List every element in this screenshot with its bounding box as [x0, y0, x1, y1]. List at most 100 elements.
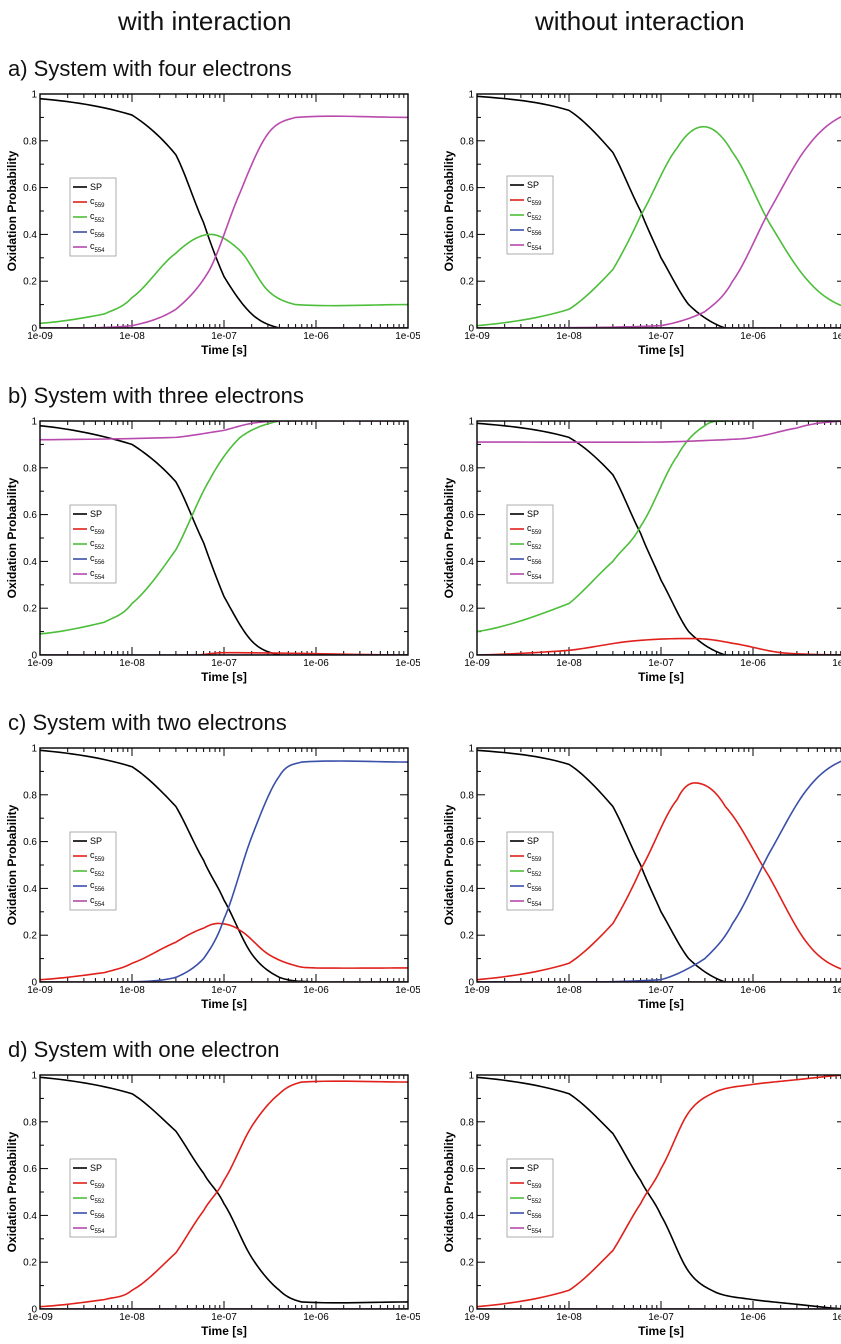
- series-line-SP: [40, 1076, 408, 1304]
- x-tick-label: 1e-08: [556, 1312, 582, 1323]
- y-tick-label: 0.2: [460, 277, 474, 288]
- y-axis-label: Oxidation Probability: [442, 804, 456, 925]
- legend-label-c554: c554: [90, 241, 105, 254]
- y-tick-label: 0.6: [460, 183, 474, 194]
- legend-label-c559: c559: [527, 850, 542, 863]
- x-tick-label: 1e-06: [303, 331, 329, 342]
- y-tick-label: 0.8: [23, 463, 37, 474]
- legend-label-SP: SP: [90, 1163, 102, 1173]
- x-tick-label: 1e-09: [27, 985, 53, 996]
- legend-label-c556: c556: [527, 1207, 542, 1220]
- legend-label-c554: c554: [527, 1222, 542, 1235]
- x-axis-label: Time [s]: [201, 997, 247, 1011]
- chart-panel-1: 1e-09 1e-08 1e-07 1e-06 1e-05 0 0.2 0.4 0.6 0.8 1 T…: [437, 88, 841, 358]
- y-axis-label: Oxidation Probability: [442, 1131, 456, 1252]
- plot-frame: [476, 1074, 841, 1310]
- x-tick-label: 1e-05: [832, 985, 841, 996]
- x-tick-label: 1e-09: [27, 1312, 53, 1323]
- x-tick-label: 1e-05: [832, 1312, 841, 1323]
- y-tick-label: 0.2: [460, 604, 474, 615]
- chart-svg: 1e-09 1e-08 1e-07 1e-06 1e-05 0 0.2 0.4 0.6 0.8 1 T…: [442, 1071, 841, 1338]
- legend: SP c559 c552 c556 c554: [506, 831, 554, 911]
- x-tick-label: 1e-08: [119, 985, 145, 996]
- x-tick-label: 1e-05: [832, 658, 841, 669]
- row-title-a: a) System with four electrons: [8, 56, 292, 81]
- x-axis-label: Time [s]: [638, 670, 684, 684]
- y-tick-label: 0.2: [23, 1258, 37, 1269]
- y-tick-label: 0.4: [23, 557, 37, 568]
- chart-panel-7: 1e-09 1e-08 1e-07 1e-06 1e-05 0 0.2 0.4 0.6 0.8 1 T…: [437, 1069, 841, 1339]
- y-tick-label: 0.6: [460, 837, 474, 848]
- plot-frame: [39, 420, 409, 656]
- legend: SP c559 c552 c556 c554: [506, 504, 554, 584]
- x-tick-label: 1e-09: [27, 331, 53, 342]
- y-axis-label: Oxidation Probability: [5, 477, 19, 598]
- legend-label-c559: c559: [90, 1177, 105, 1190]
- series-line-c552: [40, 421, 408, 635]
- series-line-c552: [477, 125, 841, 327]
- legend-label-SP: SP: [527, 836, 539, 846]
- y-tick-label: 0.6: [23, 837, 37, 848]
- series-line-c554: [477, 115, 841, 328]
- y-tick-label: 0: [468, 324, 474, 335]
- y-tick-label: 0: [468, 978, 474, 989]
- x-tick-label: 1e-07: [211, 658, 237, 669]
- legend-label-c559: c559: [527, 523, 542, 536]
- legend-label-c554: c554: [90, 568, 105, 581]
- chart-panel-5: 1e-09 1e-08 1e-07 1e-06 1e-05 0 0.2 0.4 0.6 0.8 1 T…: [437, 742, 841, 1012]
- x-axis-label: Time [s]: [638, 997, 684, 1011]
- y-tick-label: 0: [468, 1305, 474, 1316]
- x-tick-label: 1e-07: [648, 985, 674, 996]
- series-line-c559: [477, 637, 841, 655]
- legend: SP c559 c552 c556 c554: [69, 177, 117, 257]
- y-axis-label: Oxidation Probability: [5, 1131, 19, 1252]
- legend-label-c552: c552: [90, 865, 105, 878]
- x-tick-label: 1e-05: [395, 658, 420, 669]
- x-tick-label: 1e-08: [556, 658, 582, 669]
- y-axis-label: Oxidation Probability: [442, 150, 456, 271]
- y-tick-label: 0.6: [460, 1164, 474, 1175]
- legend-label-c556: c556: [90, 1207, 105, 1220]
- y-tick-label: 0.8: [460, 463, 474, 474]
- plot-frame: [39, 93, 409, 329]
- y-tick-label: 0.4: [23, 230, 37, 241]
- x-tick-label: 1e-08: [119, 658, 145, 669]
- series-line-c559: [40, 651, 408, 655]
- legend-label-c554: c554: [527, 568, 542, 581]
- legend: SP c559 c552 c556 c554: [506, 175, 554, 255]
- x-tick-label: 1e-09: [27, 658, 53, 669]
- legend-label-c552: c552: [527, 865, 542, 878]
- x-axis-label: Time [s]: [638, 343, 684, 357]
- series-line-c554: [40, 115, 408, 328]
- y-tick-label: 0.8: [460, 136, 474, 147]
- legend: SP c559 c552 c556 c554: [69, 1158, 117, 1238]
- x-tick-label: 1e-08: [119, 331, 145, 342]
- legend: SP c559 c552 c556 c554: [506, 1158, 554, 1238]
- x-tick-label: 1e-06: [740, 1312, 766, 1323]
- x-tick-label: 1e-06: [740, 658, 766, 669]
- y-axis-label: Oxidation Probability: [442, 477, 456, 598]
- row-title-d: d) System with one electron: [8, 1037, 280, 1062]
- x-tick-label: 1e-06: [303, 985, 329, 996]
- y-tick-label: 0.6: [460, 510, 474, 521]
- legend-label-c556: c556: [90, 226, 105, 239]
- row-title-c: c) System with two electrons: [8, 710, 287, 735]
- x-tick-label: 1e-05: [395, 985, 420, 996]
- x-tick-label: 1e-05: [395, 1312, 420, 1323]
- x-axis-label: Time [s]: [201, 670, 247, 684]
- legend-label-c559: c559: [90, 523, 105, 536]
- plot-frame: [476, 420, 841, 656]
- legend-label-c556: c556: [527, 880, 542, 893]
- row-title-b: b) System with three electrons: [8, 383, 304, 408]
- y-tick-label: 0: [31, 1305, 37, 1316]
- y-tick-label: 0.4: [460, 230, 474, 241]
- chart-svg: 1e-09 1e-08 1e-07 1e-06 1e-05 0 0.2 0.4 0.6 0.8 1 T…: [442, 90, 841, 357]
- series-line-c559: [40, 922, 408, 981]
- y-tick-label: 0: [31, 978, 37, 989]
- series-line-SP: [477, 95, 841, 328]
- y-tick-label: 0.2: [460, 931, 474, 942]
- legend-label-c556: c556: [527, 224, 542, 237]
- series-line-SP: [477, 1076, 841, 1309]
- chart-svg: 1e-09 1e-08 1e-07 1e-06 1e-05 0 0.2 0.4 0.6 0.8 1 T…: [442, 744, 841, 1011]
- y-tick-label: 0: [31, 324, 37, 335]
